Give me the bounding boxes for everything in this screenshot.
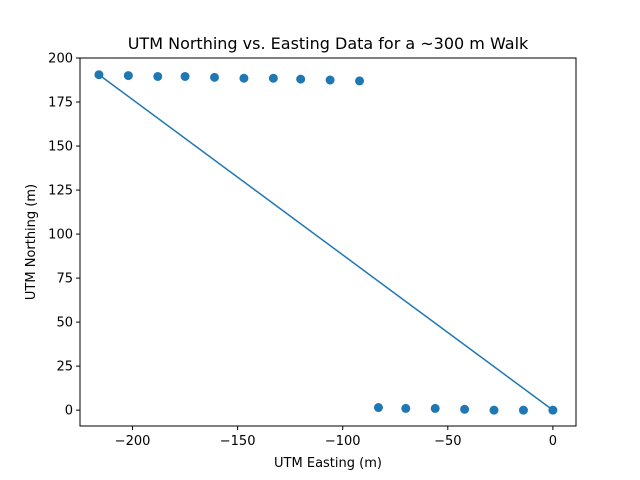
scatter-point [153,71,163,81]
x-tick-label: −50 [434,434,461,449]
y-tick-label: 125 [48,184,73,199]
scatter-point [325,75,335,85]
y-tick-label: 50 [56,316,73,331]
scatter-point [548,405,558,415]
scatter-point [123,71,133,81]
x-tick-label: −150 [220,434,256,449]
y-tick-label: 150 [48,140,73,155]
scatter-point [460,404,470,414]
scatter-point [518,405,528,415]
y-axis-ticks: 0 25 50 75 100 125 150 175 200 [48,52,80,419]
scatter-point [94,70,104,80]
y-tick-label: 0 [65,404,73,419]
x-tick-label: 0 [549,434,557,449]
x-axis-label: UTM Easting (m) [274,456,382,471]
scatter-point [210,72,220,82]
y-tick-label: 200 [48,52,73,67]
scatter-point [296,74,306,84]
plot-marks [94,70,558,415]
scatter-point [401,403,411,413]
x-tick-label: −100 [325,434,361,449]
y-tick-label: 75 [56,272,73,287]
scatter-point [355,76,365,86]
scatter-point [239,73,249,83]
scatter-point [268,73,278,83]
scatter-point [430,403,440,413]
scatter-point [180,71,190,81]
x-axis-ticks: −200 −150 −100 −50 0 [115,426,557,449]
y-axis-label: UTM Northing (m) [24,184,39,300]
plot-frame [79,57,577,427]
x-tick-label: −200 [115,434,151,449]
scatter-point [373,403,383,413]
scatter-point [489,405,499,415]
trajectory-line [98,74,554,411]
y-tick-label: 25 [56,360,73,375]
y-tick-label: 175 [48,96,73,111]
y-tick-label: 100 [48,228,73,243]
chart-title: UTM Northing vs. Easting Data for a ~300… [128,34,529,53]
